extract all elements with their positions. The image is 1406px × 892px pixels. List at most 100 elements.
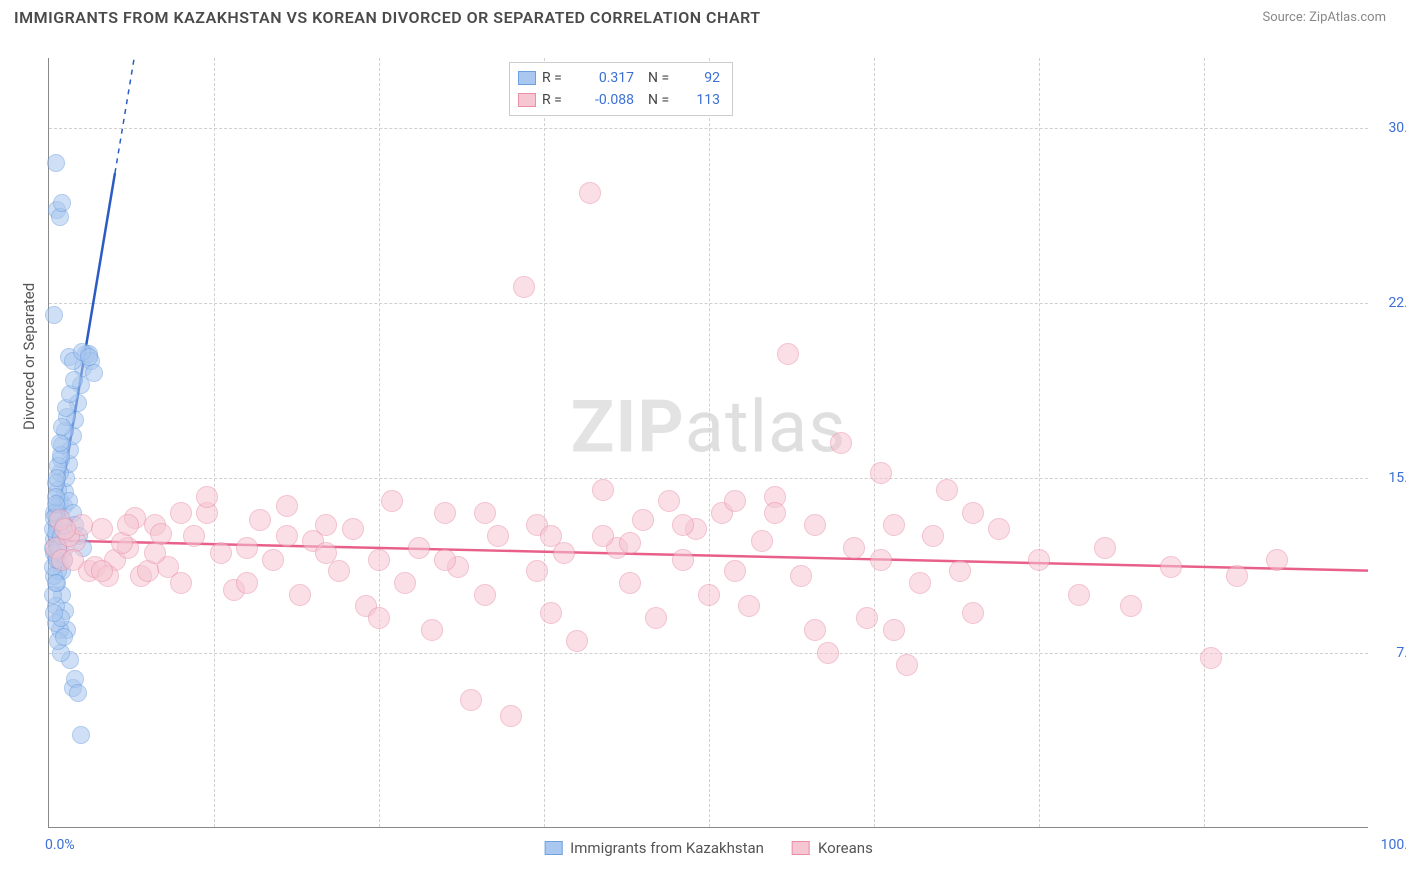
y-tick-label: 15.0%	[1376, 470, 1406, 486]
legend-series-name: Immigrants from Kazakhstan	[570, 839, 764, 857]
legend-n-label: N =	[648, 70, 678, 86]
scatter-point-pink	[962, 502, 984, 524]
scatter-point-pink	[144, 542, 166, 564]
scatter-point-pink	[170, 572, 192, 594]
scatter-point-pink	[276, 495, 298, 517]
scatter-point-pink	[368, 549, 390, 571]
scatter-point-pink	[196, 486, 218, 508]
legend-row-pink: R =-0.088N =113	[518, 89, 720, 111]
scatter-point-pink	[764, 502, 786, 524]
scatter-point-pink	[526, 560, 548, 582]
scatter-point-blue	[51, 434, 69, 452]
legend-r-label: R =	[542, 70, 572, 86]
scatter-point-blue	[45, 604, 63, 622]
scatter-point-pink	[883, 619, 905, 641]
legend-item-blue: Immigrants from Kazakhstan	[544, 839, 764, 857]
x-tick-label: 100.0%	[1381, 837, 1406, 853]
legend-swatch	[792, 841, 810, 855]
scatter-point-pink	[1028, 549, 1050, 571]
scatter-point-pink	[619, 572, 641, 594]
scatter-point-pink	[658, 490, 680, 512]
scatter-point-pink	[315, 514, 337, 536]
scatter-point-pink	[909, 572, 931, 594]
legend-n-value: 92	[684, 70, 720, 86]
scatter-point-pink	[262, 549, 284, 571]
scatter-point-pink	[54, 518, 76, 540]
scatter-point-pink	[843, 537, 865, 559]
scatter-point-blue	[69, 684, 87, 702]
scatter-point-blue	[53, 194, 71, 212]
series-legend: Immigrants from Kazakhstan Koreans	[544, 839, 873, 857]
legend-swatch	[518, 71, 536, 85]
scatter-point-blue	[65, 371, 83, 389]
scatter-point-pink	[724, 560, 746, 582]
scatter-point-pink	[474, 584, 496, 606]
scatter-point-pink	[936, 479, 958, 501]
scatter-point-blue	[53, 418, 71, 436]
scatter-point-pink	[1226, 565, 1248, 587]
scatter-point-pink	[487, 525, 509, 547]
scatter-point-pink	[236, 537, 258, 559]
scatter-point-blue	[85, 364, 103, 382]
scatter-point-blue	[47, 574, 65, 592]
scatter-point-pink	[460, 689, 482, 711]
scatter-point-pink	[249, 509, 271, 531]
y-tick-label: 22.5%	[1376, 295, 1406, 311]
legend-n-label: N =	[648, 92, 678, 108]
scatter-point-pink	[896, 654, 918, 676]
scatter-point-pink	[210, 542, 232, 564]
scatter-point-pink	[698, 584, 720, 606]
scatter-point-pink	[870, 549, 892, 571]
scatter-point-pink	[592, 525, 614, 547]
scatter-point-pink	[513, 276, 535, 298]
chart-area: ZIPatlas R =0.317N =92R =-0.088N =113 7.…	[48, 58, 1368, 828]
scatter-point-pink	[434, 502, 456, 524]
scatter-point-pink	[883, 514, 905, 536]
source-label: Source: ZipAtlas.com	[1262, 10, 1386, 25]
scatter-point-pink	[592, 479, 614, 501]
scatter-point-pink	[276, 525, 298, 547]
scatter-point-pink	[394, 572, 416, 594]
scatter-point-pink	[1200, 647, 1222, 669]
scatter-point-blue	[47, 154, 65, 172]
scatter-point-pink	[1120, 595, 1142, 617]
scatter-point-pink	[724, 490, 746, 512]
scatter-point-pink	[790, 565, 812, 587]
scatter-point-pink	[434, 549, 456, 571]
legend-item-pink: Koreans	[792, 839, 873, 857]
correlation-legend: R =0.317N =92R =-0.088N =113	[509, 62, 733, 116]
scatter-point-pink	[117, 514, 139, 536]
scatter-point-pink	[619, 532, 641, 554]
scatter-point-pink	[540, 525, 562, 547]
scatter-point-pink	[1068, 584, 1090, 606]
scatter-point-pink	[962, 602, 984, 624]
scatter-point-pink	[632, 509, 654, 531]
scatter-point-pink	[988, 518, 1010, 540]
x-tick-label: 0.0%	[45, 837, 75, 853]
scatter-point-pink	[540, 602, 562, 624]
scatter-point-pink	[368, 607, 390, 629]
scatter-point-pink	[91, 560, 113, 582]
scatter-point-pink	[856, 607, 878, 629]
legend-n-value: 113	[684, 92, 720, 108]
scatter-point-pink	[381, 490, 403, 512]
scatter-point-blue	[45, 306, 63, 324]
scatter-point-pink	[922, 525, 944, 547]
scatter-point-pink	[579, 182, 601, 204]
scatter-point-pink	[342, 518, 364, 540]
scatter-point-pink	[949, 560, 971, 582]
scatter-point-pink	[870, 462, 892, 484]
scatter-point-pink	[500, 705, 522, 727]
y-tick-label: 7.5%	[1376, 645, 1406, 661]
legend-swatch	[544, 841, 562, 855]
scatter-point-pink	[804, 619, 826, 641]
legend-series-name: Koreans	[818, 839, 873, 857]
scatter-point-pink	[1160, 556, 1182, 578]
scatter-point-pink	[1266, 549, 1288, 571]
scatter-point-pink	[183, 525, 205, 547]
scatter-point-pink	[91, 518, 113, 540]
scatter-point-blue	[72, 726, 90, 744]
scatter-point-pink	[62, 549, 84, 571]
legend-row-blue: R =0.317N =92	[518, 67, 720, 89]
scatter-point-pink	[111, 532, 133, 554]
